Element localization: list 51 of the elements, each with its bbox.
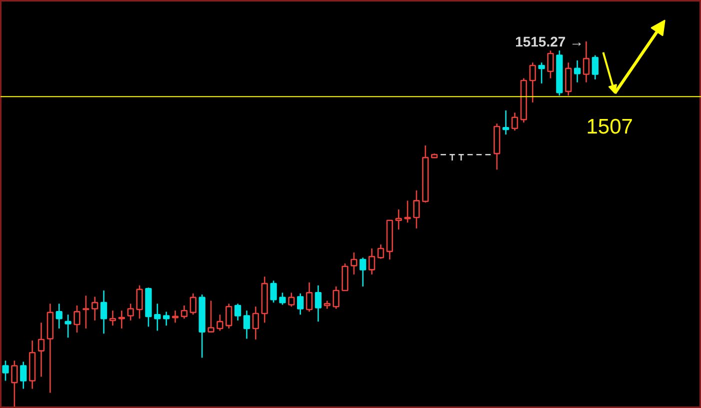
candlestick	[368, 248, 376, 276]
candlestick	[395, 208, 402, 230]
candlestick	[592, 54, 599, 80]
candlestick	[136, 284, 143, 320]
candlestick	[413, 190, 420, 230]
candlestick	[38, 322, 45, 378]
candlestick	[172, 310, 179, 324]
candlestick	[56, 303, 62, 330]
candlestick	[243, 310, 250, 340]
candlestick	[502, 110, 510, 136]
candlestick	[529, 62, 536, 104]
candlestick	[458, 154, 464, 162]
candlestick	[511, 112, 518, 132]
candlestick	[306, 282, 313, 312]
candlestick	[190, 292, 196, 316]
candlestick	[20, 361, 27, 390]
candlestick	[582, 40, 590, 83]
candlestick	[234, 303, 242, 322]
candlestick	[154, 303, 161, 332]
annotation: 1515.27 →	[515, 33, 584, 50]
candlestick	[226, 303, 232, 330]
candlestick	[297, 292, 304, 316]
candlestick	[547, 50, 554, 79]
candlestick	[127, 303, 134, 322]
candlestick	[208, 300, 214, 334]
candlestick	[180, 304, 188, 320]
candlestick	[82, 294, 90, 330]
candlestick	[252, 306, 259, 340]
candlestick	[288, 292, 295, 308]
candlestick	[118, 310, 125, 330]
candlestick	[64, 314, 72, 338]
candlestick	[332, 286, 340, 310]
candlestick	[360, 256, 366, 288]
candlestick	[92, 296, 98, 322]
candlestick	[404, 200, 411, 224]
candlestick	[314, 284, 322, 322]
candlestick	[574, 60, 581, 83]
candlestick	[448, 154, 456, 162]
candlestick	[109, 310, 116, 326]
candlestick	[279, 292, 286, 306]
candlestick	[100, 290, 108, 334]
candlestick	[270, 280, 277, 304]
candlestick	[162, 311, 170, 326]
candlestick	[538, 62, 545, 84]
candlestick	[74, 304, 80, 334]
candlestick	[565, 62, 572, 96]
candlestick	[377, 244, 384, 260]
annotation: 1507	[586, 115, 633, 138]
candlestick	[216, 314, 224, 332]
candlestick	[2, 360, 9, 382]
candlestick	[350, 252, 358, 276]
